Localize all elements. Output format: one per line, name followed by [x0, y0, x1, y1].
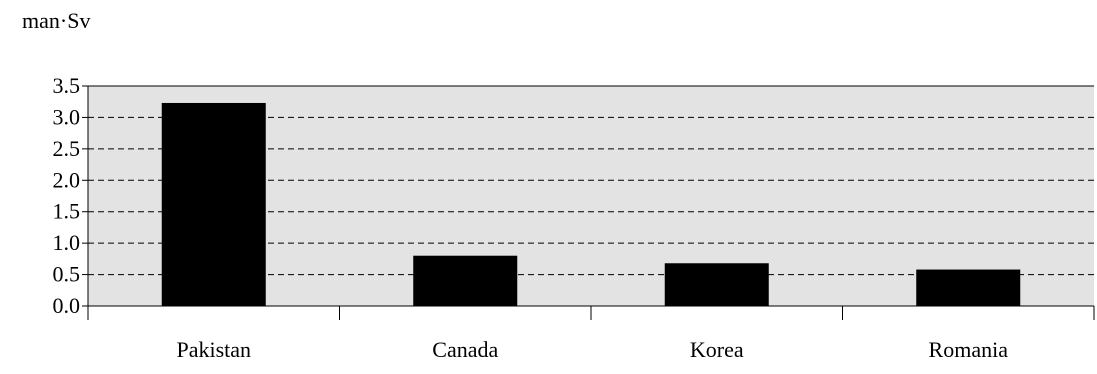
bar-korea	[664, 263, 769, 306]
y-tick-label: 0.5	[53, 262, 81, 287]
y-tick-label: 1.5	[53, 199, 81, 224]
y-tick-label: 0.0	[53, 293, 81, 318]
y-tick-label: 2.0	[53, 167, 81, 192]
y-tick-label: 1.0	[53, 230, 81, 255]
x-tick-label: Pakistan	[176, 337, 251, 362]
bar-pakistan	[161, 102, 266, 306]
bar-canada	[413, 255, 518, 306]
y-tick-label: 2.5	[53, 136, 81, 161]
y-tick-labels: 0.0 0.5 1.0 1.5 2.0 2.5 3.0 3.5	[53, 73, 81, 318]
x-tick-label: Korea	[690, 337, 744, 362]
x-tick-label: Romania	[929, 337, 1009, 362]
gridlines	[88, 85, 1094, 276]
axes	[82, 85, 1095, 320]
bars	[161, 102, 1021, 306]
bar-romania	[916, 269, 1021, 306]
x-tick-label: Canada	[432, 337, 498, 362]
x-tick-labels: Pakistan Canada Korea Romania	[176, 337, 1008, 362]
y-tick-label: 3.5	[53, 73, 81, 98]
y-tick-label: 3.0	[53, 104, 81, 129]
y-axis-unit-label: man·Sv	[22, 8, 91, 33]
